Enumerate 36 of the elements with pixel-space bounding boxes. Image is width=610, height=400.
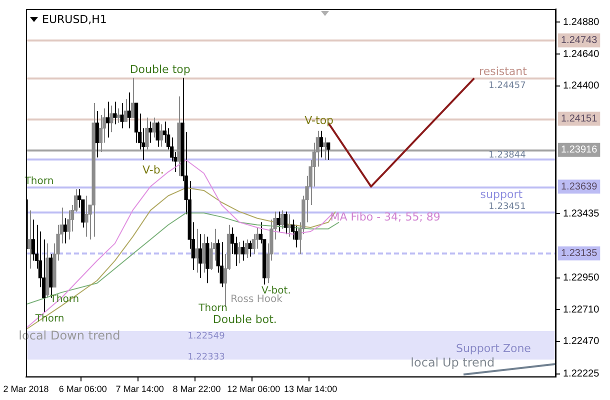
ref-line-label: 1.23639 xyxy=(561,181,598,192)
annotation: Double bot. xyxy=(212,312,277,326)
chart-title: EURUSD,H1 xyxy=(42,12,107,26)
ref-line-label: 1.23135 xyxy=(561,248,598,260)
annotation: resistant xyxy=(479,64,528,78)
x-tick-label: 13 Mar 14:00 xyxy=(284,384,338,394)
y-tick-label: 1.23435 xyxy=(563,208,600,220)
x-tick-label: 6 Mar 06:00 xyxy=(58,384,107,394)
annotation: V-top xyxy=(304,114,334,128)
annotation: Double top xyxy=(130,62,190,76)
annotation: 1.24457 xyxy=(488,80,526,91)
ref-line-label: 1.23916 xyxy=(561,144,598,156)
x-tick-label: 2 Mar 2018 xyxy=(3,384,49,394)
x-tick-label: 8 Mar 22:00 xyxy=(172,384,221,394)
y-tick-label: 1.22950 xyxy=(563,272,600,284)
annotation: Support Zone xyxy=(456,342,532,356)
annotation: Thorn xyxy=(198,302,228,314)
y-tick-label: 1.22710 xyxy=(563,304,600,316)
y-tick-label: 1.22470 xyxy=(563,336,600,348)
x-tick-label: 7 Mar 14:00 xyxy=(116,384,164,394)
annotation: local Up trend xyxy=(410,356,495,370)
y-tick-label: 1.24400 xyxy=(563,80,600,92)
annotation: MA Fibo - 34; 55; 89 xyxy=(330,210,440,224)
y-tick-label: 1.24640 xyxy=(563,48,600,60)
ref-line-label: 1.24151 xyxy=(561,114,598,125)
y-tick-label: 1.22225 xyxy=(563,368,600,380)
annotation: 1.22549 xyxy=(188,332,226,342)
annotation: Ross Hook xyxy=(230,294,283,306)
annotation: support xyxy=(480,188,524,201)
annotation: 1.22333 xyxy=(188,352,225,362)
annotation: 1.23451 xyxy=(488,202,526,212)
ref-line-label: 1.24743 xyxy=(561,35,598,46)
annotation: 1.23844 xyxy=(488,150,526,161)
annotation: V-b. xyxy=(142,164,164,176)
x-tick-label: 12 Mar 06:00 xyxy=(227,384,280,394)
y-tick-label: 1.24880 xyxy=(563,16,600,28)
